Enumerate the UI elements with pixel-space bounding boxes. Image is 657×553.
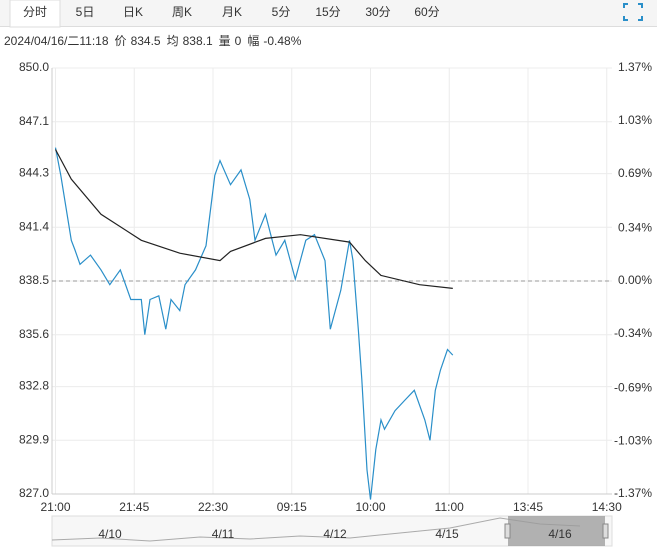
navigator-label: 4/11 <box>212 527 235 541</box>
tab[interactable]: 60分 <box>414 5 439 19</box>
y-tick-label: 844.3 <box>19 166 49 180</box>
navigator-label: 4/10 <box>98 527 122 541</box>
y2-tick-label: 1.37% <box>618 60 652 74</box>
y-tick-label: 832.8 <box>19 379 49 393</box>
x-tick-label: 21:00 <box>40 500 70 514</box>
navigator-window[interactable] <box>508 516 605 546</box>
y-tick-label: 827.0 <box>19 486 49 500</box>
navigator-handle[interactable] <box>602 523 609 539</box>
tab[interactable]: 月K <box>222 5 242 19</box>
info-value: -0.48% <box>263 34 301 48</box>
info-label: 量 <box>219 34 231 48</box>
y2-tick-label: -0.34% <box>614 326 652 340</box>
x-tick-label: 13:45 <box>513 500 543 514</box>
info-value: 834.5 <box>131 34 161 48</box>
navigator-handle[interactable] <box>504 523 511 539</box>
x-tick-label: 21:45 <box>119 500 149 514</box>
tab[interactable]: 日K <box>123 5 143 19</box>
y2-tick-label: 0.00% <box>618 273 652 287</box>
info-label: 均 <box>167 34 179 48</box>
x-tick-label: 10:00 <box>355 500 385 514</box>
y-tick-label: 841.4 <box>19 219 49 233</box>
x-tick-label: 11:00 <box>435 500 464 514</box>
tab[interactable]: 分时 <box>23 5 47 19</box>
y2-tick-label: 0.34% <box>618 220 652 234</box>
info-value: 838.1 <box>183 34 213 48</box>
series-line <box>54 147 454 500</box>
navigator-label: 4/15 <box>435 527 459 541</box>
y2-tick-label: -0.69% <box>614 380 652 394</box>
y2-tick-label: -1.03% <box>614 433 652 447</box>
x-tick-label: 22:30 <box>198 500 228 514</box>
info-time: 2024/04/16/二11:18 <box>4 34 109 48</box>
series-line <box>54 149 453 289</box>
y-tick-label: 850.0 <box>19 60 49 74</box>
info-label: 价 <box>115 34 127 48</box>
y2-tick-label: 1.03% <box>618 113 652 127</box>
y-tick-label: 847.1 <box>19 114 49 128</box>
tab[interactable]: 5日 <box>76 5 95 19</box>
y-tick-label: 829.9 <box>19 432 49 446</box>
navigator-sparkline <box>51 517 581 542</box>
tab[interactable]: 15分 <box>315 5 340 19</box>
y-tick-label: 835.6 <box>19 327 49 341</box>
y-tick-label: 838.5 <box>19 273 49 287</box>
tab[interactable]: 5分 <box>272 5 291 19</box>
y2-tick-label: 0.69% <box>618 166 652 180</box>
y2-tick-label: -1.37% <box>614 486 652 500</box>
info-value: 0 <box>235 34 242 48</box>
navigator-label: 4/12 <box>323 527 347 541</box>
x-tick-label: 14:30 <box>592 500 622 514</box>
fullscreen-icon[interactable] <box>623 3 643 21</box>
tab[interactable]: 周K <box>172 5 192 19</box>
tab[interactable]: 30分 <box>365 5 390 19</box>
x-tick-label: 09:15 <box>277 500 307 514</box>
info-line: 2024/04/16/二11:18 价 834.5 均 838.1 量 0 幅 -0.48% <box>4 33 302 48</box>
active-tab <box>9 0 61 28</box>
navigator-label: 4/16 <box>548 527 572 541</box>
info-label: 幅 <box>247 33 259 48</box>
tab-bar <box>0 0 657 27</box>
